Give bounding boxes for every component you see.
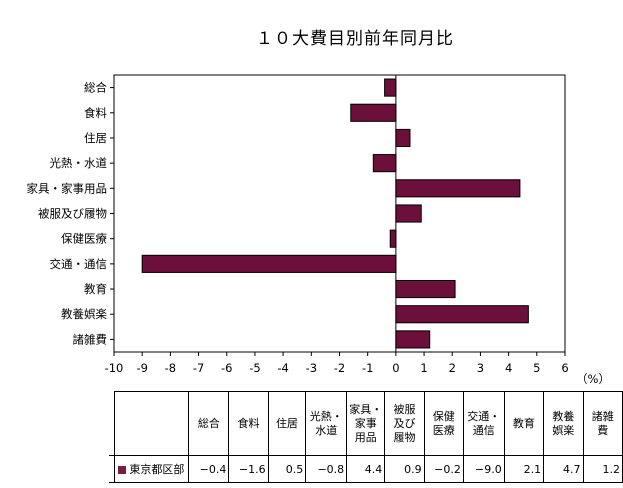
category-label-0: 総合 <box>84 81 107 95</box>
table-value-3: −0.8 <box>305 455 348 483</box>
x-tick-label-7: -3 <box>306 361 317 375</box>
table-value-4: 4.4 <box>346 455 386 483</box>
category-label-8: 教育 <box>84 282 107 296</box>
table-header-8: 教育 <box>503 391 545 456</box>
x-tick-label-6: -4 <box>277 361 288 375</box>
bar-9 <box>395 305 529 324</box>
table-value-7: −9.0 <box>462 455 505 483</box>
x-tick-label-15: 5 <box>533 361 540 375</box>
x-tick-label-16: 6 <box>561 361 568 375</box>
table-corner-label <box>114 391 190 456</box>
x-tick-label-11: 1 <box>420 361 427 375</box>
x-tick-label-1: -9 <box>136 361 147 375</box>
table-header-6: 保健 医療 <box>423 391 464 456</box>
x-tick-label-5: -5 <box>249 361 260 375</box>
bar-0 <box>384 78 397 97</box>
x-axis-unit-label: （%） <box>576 372 610 386</box>
table-value-9: 4.7 <box>543 455 584 483</box>
bar-2 <box>395 128 411 148</box>
bar-3 <box>372 154 397 173</box>
table-value-10: 1.2 <box>582 455 623 483</box>
table-header-0: 総合 <box>188 391 230 456</box>
bar-5 <box>395 204 422 223</box>
x-tick-label-2: -8 <box>165 361 176 375</box>
category-label-1: 食料 <box>84 106 107 120</box>
bar-4 <box>395 179 521 198</box>
table-header-7: 交通・ 通信 <box>462 391 505 456</box>
x-tick-label-13: 3 <box>477 361 484 375</box>
table-value-8: 2.1 <box>503 455 545 483</box>
table-header-3: 光熱・ 水道 <box>305 391 348 456</box>
table-header-2: 住居 <box>267 391 307 456</box>
bars-group <box>141 78 529 349</box>
category-label-10: 諸雑費 <box>73 332 108 346</box>
x-tick-label-0: -10 <box>105 361 124 375</box>
category-label-9: 教養娯楽 <box>61 307 107 321</box>
data-table: 総合 食料 住居 光熱・ 水道 家具・ 家事 用品 被服 及び 履物 保健 医療 交通・ 通信 教育 教養 娯楽諸… <box>109 391 623 483</box>
table-header-9: 教養 娯楽 <box>543 391 584 456</box>
bar-7 <box>141 254 397 273</box>
table-value-1: −1.6 <box>228 455 269 483</box>
x-tick-label-9: -1 <box>362 361 373 375</box>
table-header-5: 被服 及び 履物 <box>384 391 425 456</box>
data-table-header-row: 総合 食料 住居 光熱・ 水道 家具・ 家事 用品 被服 及び 履物 保健 医療 交通・ 通信 教育 教養 娯楽諸… <box>109 391 623 456</box>
series-label-cell: 東京都区部 <box>114 455 190 483</box>
bar-6 <box>389 229 397 248</box>
bar-1 <box>350 103 397 122</box>
category-label-3: 光熱・水道 <box>50 156 108 170</box>
category-label-5: 被服及び履物 <box>38 207 107 221</box>
bar-8 <box>395 279 456 299</box>
table-header-10: 諸雑費 <box>582 391 623 456</box>
category-label-6: 保健医療 <box>61 232 107 246</box>
table-value-2: 0.5 <box>267 455 307 483</box>
x-tick-label-10: 0 <box>392 361 399 375</box>
x-tick-label-8: -2 <box>334 361 345 375</box>
legend-swatch <box>118 466 127 474</box>
category-labels: 総合食料住居光熱・水道家具・家事用品被服及び履物保健医療交通・通信教育教養娯楽諸… <box>27 81 114 346</box>
category-label-2: 住居 <box>84 131 107 145</box>
category-label-7: 交通・通信 <box>50 257 108 271</box>
bar-10 <box>395 330 431 349</box>
x-tick-label-4: -6 <box>221 361 232 375</box>
table-value-5: 0.9 <box>384 455 425 483</box>
x-tick-label-3: -7 <box>193 361 204 375</box>
series-name: 東京都区部 <box>129 463 185 476</box>
table-value-6: −0.2 <box>423 455 464 483</box>
data-table-value-row: 東京都区部 −0.4 −1.6 0.5 −0.8 4.4 0.9 −0.2 −9.0 2.1 4.… <box>109 455 623 483</box>
table-header-1: 食料 <box>228 391 269 456</box>
x-tick-label-12: 2 <box>449 361 456 375</box>
category-label-4: 家具・家事用品 <box>27 181 108 195</box>
x-tick-label-14: 4 <box>505 361 512 375</box>
x-axis-ticks: -10 -9 -8 -7 -6 -5 -4 -3 -2 -1 0 1 2 3 4 5 6 <box>105 352 569 375</box>
table-header-4: 家具・ 家事 用品 <box>346 391 386 456</box>
table-value-0: −0.4 <box>188 455 230 483</box>
chart-title: １０大費目別前年同月比 <box>256 29 454 49</box>
